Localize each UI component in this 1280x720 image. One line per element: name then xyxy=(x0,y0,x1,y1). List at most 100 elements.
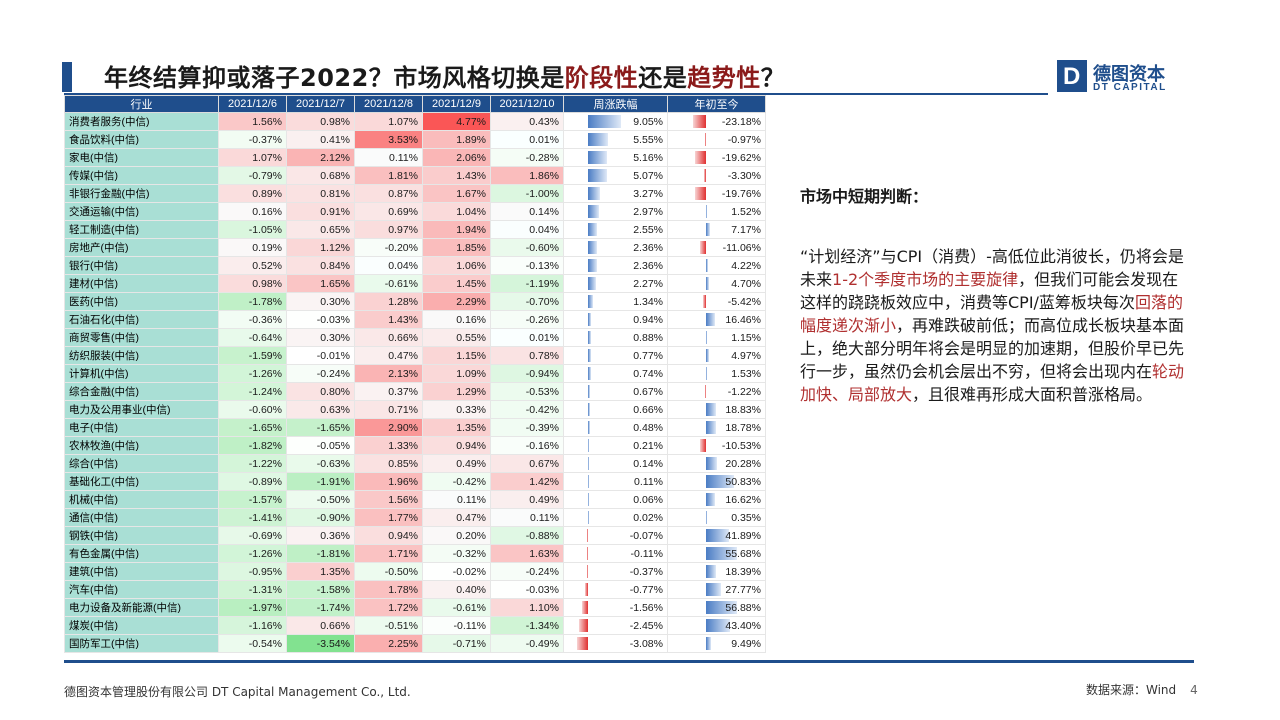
daily-return-cell: -0.71% xyxy=(422,634,491,653)
ytd-change-cell: 43.40% xyxy=(667,616,766,635)
daily-return-cell: 0.89% xyxy=(218,184,287,203)
daily-return-cell: -1.31% xyxy=(218,580,287,599)
daily-return-cell: 0.81% xyxy=(286,184,355,203)
weekly-change-value: 2.36% xyxy=(633,241,663,254)
weekly-change-cell: 0.02% xyxy=(563,508,668,527)
ytd-change-bar xyxy=(706,223,710,236)
weekly-change-bar xyxy=(588,223,598,236)
title-underline xyxy=(64,93,1048,95)
table-row: 综合金融(中信) -1.24% 0.80% 0.37% 1.29% -0.53% 0.67%… xyxy=(64,382,766,401)
industry-name: 有色金属(中信) xyxy=(64,544,219,563)
ytd-change-cell: 50.83% xyxy=(667,472,766,491)
table-row: 农林牧渔(中信) -1.82% -0.05% 1.33% 0.94% -0.16% 0.21… xyxy=(64,436,766,455)
ytd-change-bar xyxy=(706,259,709,272)
industry-name: 银行(中信) xyxy=(64,256,219,275)
daily-return-cell: -0.28% xyxy=(490,148,564,167)
weekly-change-bar xyxy=(582,601,588,614)
industry-name: 电力及公用事业(中信) xyxy=(64,400,219,419)
weekly-change-cell: 2.55% xyxy=(563,220,668,239)
industry-name: 轻工制造(中信) xyxy=(64,220,219,239)
daily-return-cell: 0.98% xyxy=(286,112,355,131)
title-part3: ？ xyxy=(760,64,786,92)
ytd-change-cell: 16.62% xyxy=(667,490,766,509)
daily-return-cell: 1.71% xyxy=(354,544,423,563)
daily-return-cell: -0.50% xyxy=(354,562,423,581)
daily-return-cell: 1.04% xyxy=(422,202,491,221)
weekly-change-cell: 0.21% xyxy=(563,436,668,455)
industry-name: 机械(中信) xyxy=(64,490,219,509)
daily-return-cell: 0.47% xyxy=(354,346,423,365)
weekly-change-cell: 5.55% xyxy=(563,130,668,149)
weekly-change-bar xyxy=(585,583,588,596)
daily-return-cell: 0.63% xyxy=(286,400,355,419)
daily-return-cell: 0.19% xyxy=(218,238,287,257)
daily-return-cell: -0.24% xyxy=(490,562,564,581)
ytd-change-cell: -5.42% xyxy=(667,292,766,311)
weekly-change-bar xyxy=(588,241,597,254)
ytd-change-bar xyxy=(706,475,735,488)
table-row: 国防军工(中信) -0.54% -3.54% 2.25% -0.71% -0.49% -3.… xyxy=(64,634,766,653)
industry-name: 国防军工(中信) xyxy=(64,634,219,653)
ytd-change-bar xyxy=(699,241,706,254)
footer-divider xyxy=(64,660,1194,663)
ytd-change-cell: 16.46% xyxy=(667,310,766,329)
ytd-change-value: 4.70% xyxy=(731,277,761,290)
daily-return-cell: 0.43% xyxy=(490,112,564,131)
daily-return-cell: -1.59% xyxy=(218,346,287,365)
industry-name: 纺织服装(中信) xyxy=(64,346,219,365)
weekly-change-value: 0.48% xyxy=(633,421,663,434)
side-text-4: ，且很难再形成大面积普涨格局。 xyxy=(912,385,1153,404)
daily-return-cell: 1.86% xyxy=(490,166,564,185)
side-text-3: ，再难跌破前低；而高位成长板块基本面上，绝大部分明年将会是明显的加速期，但股价早… xyxy=(800,316,1185,381)
ytd-change-value: 20.28% xyxy=(725,457,761,470)
table-row: 煤炭(中信) -1.16% 0.66% -0.51% -0.11% -1.34% -2.45… xyxy=(64,616,766,635)
ytd-change-value: 43.40% xyxy=(725,619,761,632)
side-paragraph: “计划经济”与CPI（消费）-高低位此消彼长，仍将会是未来1-2个季度市场的主要… xyxy=(800,245,1185,406)
daily-return-cell: 0.80% xyxy=(286,382,355,401)
weekly-change-value: 0.06% xyxy=(633,493,663,506)
weekly-change-cell: 2.27% xyxy=(563,274,668,293)
table-row: 基础化工(中信) -0.89% -1.91% 1.96% -0.42% 1.42% 0.11… xyxy=(64,472,766,491)
daily-return-cell: 1.33% xyxy=(354,436,423,455)
daily-return-cell: 4.77% xyxy=(422,112,491,131)
table-row: 纺织服装(中信) -1.59% -0.01% 0.47% 1.15% 0.78% 0.77%… xyxy=(64,346,766,365)
daily-return-cell: -0.32% xyxy=(422,544,491,563)
ytd-change-bar xyxy=(706,421,717,434)
daily-return-cell: -0.11% xyxy=(422,616,491,635)
ytd-change-cell: -0.97% xyxy=(667,130,766,149)
ytd-change-bar xyxy=(705,385,706,398)
ytd-change-bar xyxy=(705,133,706,146)
weekly-change-value: 0.74% xyxy=(633,367,663,380)
daily-return-cell: 0.65% xyxy=(286,220,355,239)
daily-return-cell: 1.09% xyxy=(422,364,491,383)
weekly-change-bar xyxy=(578,619,588,632)
table-row: 交通运输(中信) 0.16% 0.91% 0.69% 1.04% 0.14% 2.97% 1.… xyxy=(64,202,766,221)
table-row: 商贸零售(中信) -0.64% 0.30% 0.66% 0.55% 0.01% 0.88% 1… xyxy=(64,328,766,347)
daily-return-cell: -0.69% xyxy=(218,526,287,545)
daily-return-cell: -0.60% xyxy=(490,238,564,257)
daily-return-cell: 0.37% xyxy=(354,382,423,401)
ytd-change-bar xyxy=(706,313,716,326)
ytd-change-value: 27.77% xyxy=(725,583,761,596)
weekly-change-bar xyxy=(588,151,607,164)
daily-return-cell: -1.19% xyxy=(490,274,564,293)
weekly-change-cell: -0.11% xyxy=(563,544,668,563)
daily-return-cell: 0.55% xyxy=(422,328,491,347)
daily-return-cell: -0.63% xyxy=(286,454,355,473)
weekly-change-cell: 0.67% xyxy=(563,382,668,401)
daily-return-cell: -0.05% xyxy=(286,436,355,455)
daily-return-cell: 0.85% xyxy=(354,454,423,473)
daily-return-cell: 1.15% xyxy=(422,346,491,365)
daily-return-cell: -0.70% xyxy=(490,292,564,311)
weekly-change-cell: 0.14% xyxy=(563,454,668,473)
weekly-change-value: -3.08% xyxy=(629,637,663,650)
daily-return-cell: 0.04% xyxy=(490,220,564,239)
daily-return-cell: -1.82% xyxy=(218,436,287,455)
ytd-change-cell: 4.22% xyxy=(667,256,766,275)
daily-return-cell: 1.81% xyxy=(354,166,423,185)
weekly-change-cell: 2.36% xyxy=(563,238,668,257)
weekly-change-bar xyxy=(588,205,599,218)
daily-return-cell: -0.88% xyxy=(490,526,564,545)
daily-return-cell: -0.50% xyxy=(286,490,355,509)
weekly-change-bar xyxy=(588,259,597,272)
